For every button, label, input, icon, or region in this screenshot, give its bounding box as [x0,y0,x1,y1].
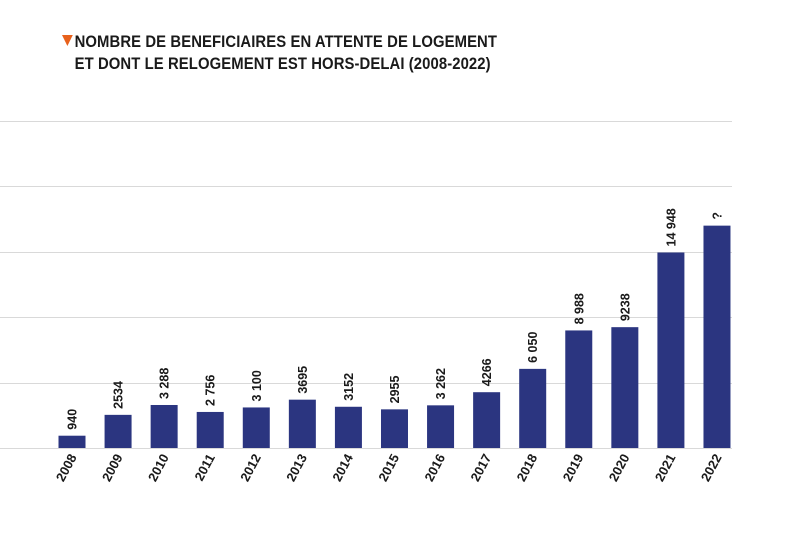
x-tick-2015: 2015 [375,451,402,484]
chart-title: NOMBRE DE BENEFICIAIRES EN ATTENTE DE LO… [62,31,545,75]
value-label-2013: 3695 [296,366,310,394]
x-tick-2020: 2020 [606,451,633,484]
value-label-2019: 8 988 [572,293,586,324]
value-label-2008: 940 [66,409,80,430]
value-label-2015: 2955 [388,375,402,403]
x-tick-2018: 2018 [514,451,541,484]
bar-2008 [58,435,86,448]
bar-2012 [242,407,270,448]
bar-2015 [380,409,408,448]
value-labels: 940 2534 3 288 2 756 3 100 3695 3152 2955 3 262 4… [66,208,725,430]
grid-lines [0,121,732,449]
bar-2010 [150,404,178,448]
value-label-2011: 2 756 [204,375,218,406]
bar-2019 [565,330,593,448]
bars [58,225,731,448]
bar-2017 [473,392,501,448]
bar-2013 [288,399,316,448]
x-tick-2012: 2012 [237,451,264,484]
value-label-2016: 3 262 [434,368,448,399]
value-label-2014: 3152 [342,373,356,401]
title-line-1: NOMBRE DE BENEFICIAIRES EN ATTENTE DE LO… [74,33,498,51]
bar-2020 [611,327,639,448]
bar-2022 [703,225,731,448]
value-label-2012: 3 100 [250,370,264,401]
triangle-marker-icon [62,35,73,46]
x-tick-2022: 2022 [698,451,725,484]
bar-2018 [519,368,547,448]
value-label-2018: 6 050 [526,332,540,363]
x-tick-2011: 2011 [191,451,217,483]
value-label-2022: ? [710,212,724,220]
value-label-2020: 9238 [618,293,632,321]
x-tick-2021: 2021 [652,451,679,484]
value-label-2021: 14 948 [664,208,678,246]
title-line-2: ET DONT LE RELOGEMENT EST HORS-DELAI (20… [74,55,491,73]
bar-2021 [657,252,685,448]
x-tick-labels: 2008 2009 2010 2011 2012 2013 2014 2015 2016 2017… [53,451,725,484]
x-tick-2017: 2017 [467,451,494,484]
x-tick-2019: 2019 [560,451,587,484]
x-tick-2013: 2013 [283,451,310,484]
bar-2014 [334,406,362,448]
x-tick-2016: 2016 [421,451,448,484]
value-label-2010: 3 288 [158,368,172,399]
value-label-2009: 2534 [112,381,126,409]
value-label-2017: 4266 [480,358,494,386]
bar-2009 [104,414,132,448]
x-tick-2010: 2010 [145,451,172,484]
x-tick-2009: 2009 [99,451,126,484]
x-tick-2008: 2008 [53,451,80,484]
bar-2011 [196,411,224,448]
bar-2016 [427,405,455,448]
x-tick-2014: 2014 [329,451,356,484]
